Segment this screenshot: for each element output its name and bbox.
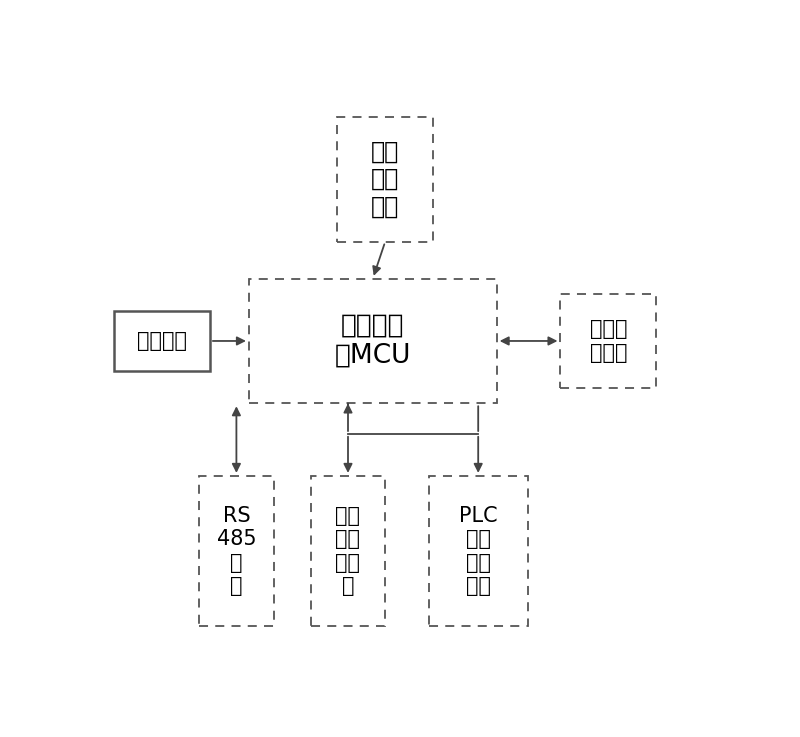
Bar [337, 117, 434, 242]
Text: RS
485
接
口: RS 485 接 口 [217, 506, 256, 595]
Text: 信号
采样
模块: 信号 采样 模块 [371, 139, 399, 219]
Bar [310, 476, 386, 626]
Bar [249, 279, 497, 403]
Text: 微功
率无
线模
块: 微功 率无 线模 块 [335, 506, 361, 595]
Bar [560, 294, 657, 388]
Bar [429, 476, 528, 626]
Text: 数据存
储模块: 数据存 储模块 [590, 319, 627, 363]
Bar [114, 311, 210, 371]
Text: 电源模块: 电源模块 [137, 331, 187, 351]
Text: PLC
载波
通信
模块: PLC 载波 通信 模块 [459, 506, 498, 595]
Text: 微处理模
块MCU: 微处理模 块MCU [334, 313, 411, 369]
Bar [199, 476, 274, 626]
